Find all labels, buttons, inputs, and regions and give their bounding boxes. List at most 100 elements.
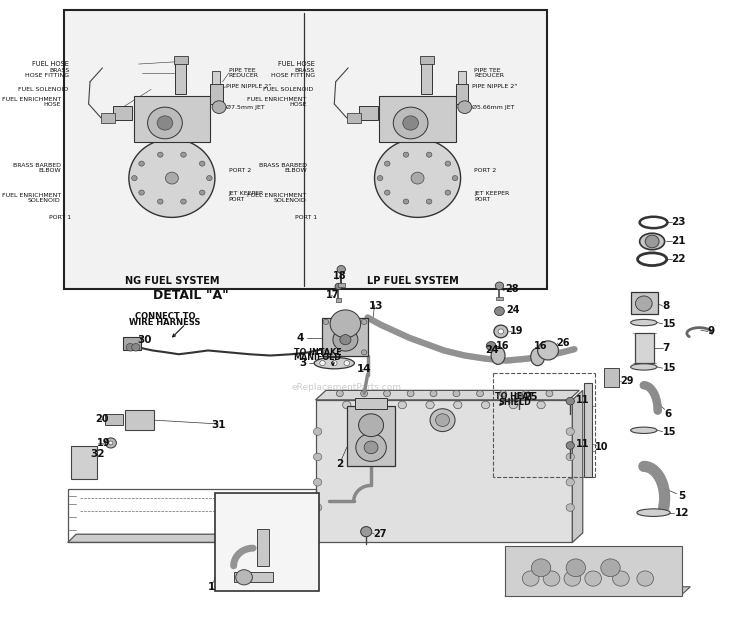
Circle shape	[362, 319, 367, 324]
Circle shape	[158, 199, 163, 204]
Circle shape	[635, 296, 652, 311]
Polygon shape	[68, 534, 325, 542]
Circle shape	[426, 152, 432, 157]
Text: FUEL HOSE: FUEL HOSE	[278, 61, 315, 67]
Circle shape	[344, 361, 350, 366]
Circle shape	[361, 526, 372, 537]
Circle shape	[398, 401, 406, 409]
Circle shape	[361, 391, 368, 397]
Circle shape	[458, 101, 472, 114]
Text: PORT: PORT	[229, 196, 245, 201]
Circle shape	[323, 350, 328, 355]
Text: 8: 8	[662, 301, 670, 311]
Text: 7: 7	[662, 343, 670, 353]
Bar	[215, 493, 319, 591]
Circle shape	[566, 453, 574, 461]
Circle shape	[109, 441, 113, 445]
Ellipse shape	[631, 427, 657, 434]
Bar	[174, 57, 188, 64]
Bar	[355, 398, 387, 410]
Text: LP FUEL SYSTEM: LP FUEL SYSTEM	[367, 276, 458, 286]
Circle shape	[356, 434, 386, 462]
Text: PORT 1: PORT 1	[295, 215, 317, 220]
Text: 20: 20	[95, 414, 109, 424]
Circle shape	[426, 199, 432, 204]
Text: 24: 24	[506, 305, 520, 315]
Text: SOLENOID: SOLENOID	[274, 198, 307, 203]
Bar	[70, 446, 97, 479]
Polygon shape	[572, 391, 583, 542]
Text: 1: 1	[208, 582, 215, 592]
Text: BRASS BARBED: BRASS BARBED	[13, 163, 61, 168]
Circle shape	[105, 438, 116, 448]
Text: FUEL ENRICHMENT: FUEL ENRICHMENT	[248, 97, 307, 102]
Text: 12: 12	[674, 507, 688, 518]
Circle shape	[500, 391, 506, 397]
Text: BRASS: BRASS	[49, 68, 69, 73]
Text: REDUCER: REDUCER	[229, 73, 259, 78]
Circle shape	[445, 161, 451, 166]
Circle shape	[383, 391, 391, 397]
Circle shape	[158, 152, 163, 157]
Bar	[212, 71, 220, 84]
Circle shape	[522, 571, 539, 586]
Circle shape	[314, 428, 322, 436]
Circle shape	[364, 441, 378, 454]
Circle shape	[212, 101, 226, 114]
Text: 17: 17	[326, 290, 340, 300]
Text: 16: 16	[534, 341, 548, 351]
Text: PORT: PORT	[475, 196, 490, 201]
Text: HOSE FITTING: HOSE FITTING	[271, 73, 315, 78]
Text: Ø7.5mm JET: Ø7.5mm JET	[226, 105, 265, 110]
Text: 32: 32	[90, 449, 104, 458]
Text: HOSE: HOSE	[44, 102, 61, 107]
Text: 10: 10	[596, 443, 609, 452]
Ellipse shape	[531, 348, 544, 366]
Circle shape	[411, 172, 424, 184]
Circle shape	[166, 172, 178, 184]
Circle shape	[430, 391, 437, 397]
Circle shape	[585, 571, 602, 586]
Circle shape	[129, 139, 215, 217]
Bar	[358, 106, 378, 120]
Circle shape	[200, 161, 205, 166]
Text: MANIFOLD: MANIFOLD	[294, 353, 341, 362]
Text: FUEL ENRICHMENT: FUEL ENRICHMENT	[2, 97, 61, 102]
Text: ELBOW: ELBOW	[38, 168, 61, 173]
Circle shape	[200, 190, 205, 195]
Polygon shape	[316, 391, 579, 400]
Circle shape	[132, 344, 140, 351]
Circle shape	[407, 391, 414, 397]
Text: FUEL ENRICHMENT: FUEL ENRICHMENT	[248, 193, 307, 198]
Circle shape	[403, 116, 418, 130]
Text: 22: 22	[671, 254, 686, 264]
Bar	[336, 298, 341, 302]
Circle shape	[132, 175, 137, 180]
Circle shape	[374, 139, 460, 217]
Ellipse shape	[631, 364, 657, 370]
Circle shape	[495, 282, 504, 290]
Circle shape	[181, 152, 186, 157]
Circle shape	[314, 453, 322, 461]
Text: 19: 19	[97, 438, 110, 448]
Text: 23: 23	[671, 217, 686, 227]
Circle shape	[236, 570, 253, 585]
Circle shape	[333, 328, 358, 351]
Bar	[420, 57, 434, 64]
Circle shape	[566, 478, 574, 486]
Circle shape	[385, 190, 390, 195]
Bar	[234, 572, 272, 582]
Circle shape	[637, 571, 653, 586]
Circle shape	[426, 401, 434, 409]
Bar	[64, 10, 547, 289]
Bar	[105, 414, 122, 425]
Text: JET KEEPER: JET KEEPER	[475, 191, 510, 196]
Text: PIPE TEE: PIPE TEE	[229, 68, 256, 73]
Text: PORT 2: PORT 2	[229, 168, 251, 173]
Circle shape	[498, 329, 504, 334]
Circle shape	[601, 559, 620, 577]
Text: 15: 15	[662, 427, 676, 436]
Polygon shape	[505, 587, 690, 596]
Circle shape	[385, 161, 390, 166]
Circle shape	[358, 414, 383, 437]
